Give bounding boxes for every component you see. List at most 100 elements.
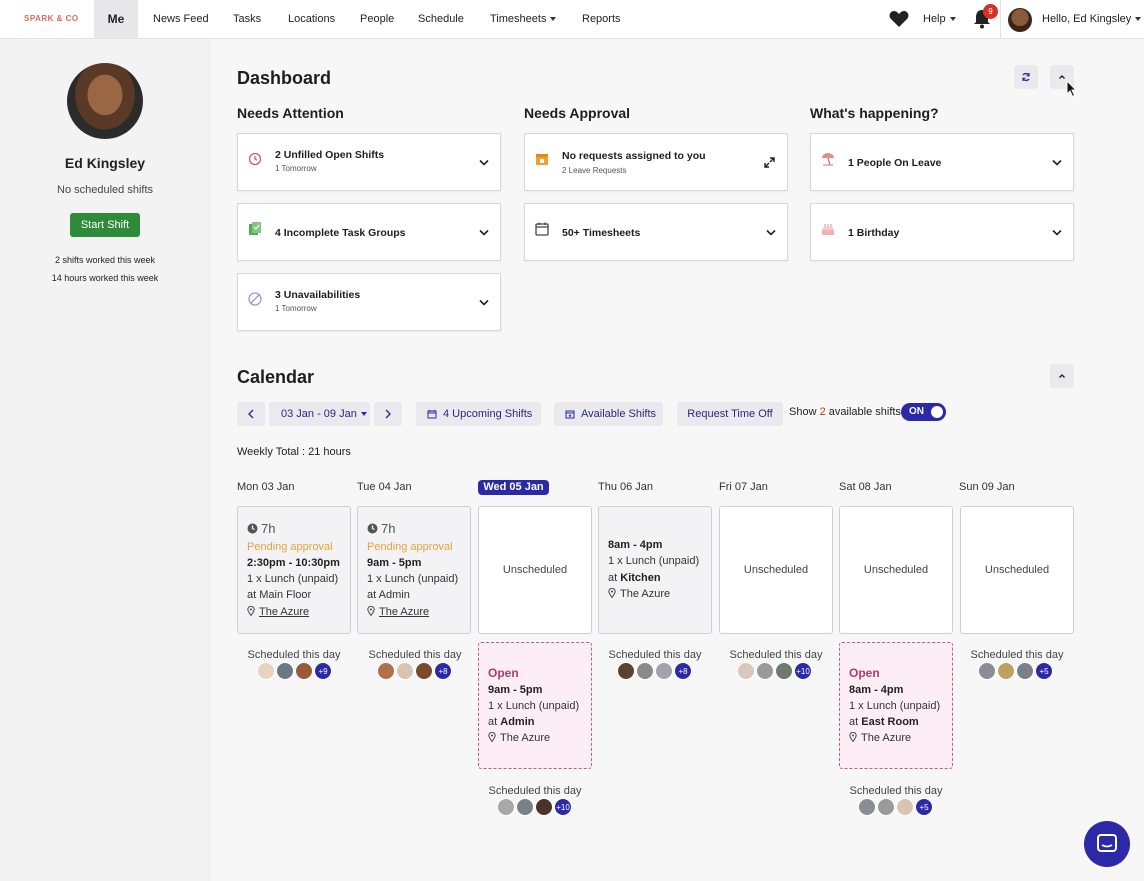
day-header-mon: Mon 03 Jan <box>237 481 295 493</box>
hours-value: 7h <box>261 521 276 536</box>
location-name: The Azure <box>861 732 912 744</box>
nav-item-me[interactable]: Me <box>94 0 138 38</box>
open-shift-card-wed[interactable]: Open 9am - 5pm 1 x Lunch (unpaid) at Adm… <box>478 642 592 769</box>
area-prefix: at <box>849 716 859 728</box>
avatar <box>497 798 515 816</box>
start-shift-button[interactable]: Start Shift <box>70 213 140 237</box>
available-shifts-button[interactable]: Available Shifts <box>554 402 663 426</box>
open-shift-card-sat[interactable]: Open 8am - 4pm 1 x Lunch (unpaid) at Eas… <box>839 642 953 769</box>
day-header-tue: Tue 04 Jan <box>357 481 412 493</box>
scheduled-avatars-sun[interactable]: +5 <box>978 662 1054 680</box>
scheduled-avatars-tue[interactable]: +8 <box>377 662 453 680</box>
incomplete-task-groups-card[interactable]: 4 Incomplete Task Groups <box>237 203 501 261</box>
nav-item-timesheets[interactable]: Timesheets <box>490 0 557 38</box>
avatar <box>516 798 534 816</box>
avatar <box>276 662 294 680</box>
people-on-leave-card[interactable]: 1 People On Leave <box>810 133 1074 191</box>
day-cell-fri[interactable]: Unscheduled <box>719 506 833 634</box>
day-cell-sat[interactable]: Unscheduled <box>839 506 953 634</box>
shift-location: The Azure <box>488 732 550 744</box>
location-pin-icon <box>367 606 375 616</box>
scheduled-label-fri: Scheduled this day <box>729 649 823 661</box>
nav-item-schedule[interactable]: Schedule <box>418 13 464 25</box>
nav-item-tasks[interactable]: Tasks <box>233 13 262 25</box>
more-people-badge: +8 <box>674 662 692 680</box>
shift-area: at Admin <box>488 716 534 728</box>
avatar <box>535 798 553 816</box>
refresh-button[interactable] <box>1014 65 1038 89</box>
scheduled-label-sat: Scheduled this day <box>849 785 943 797</box>
location-pin-icon <box>247 606 255 616</box>
next-week-button[interactable] <box>374 402 402 426</box>
area-name: Main Floor <box>259 589 312 601</box>
heart-icon[interactable] <box>889 10 909 28</box>
chevron-right-icon <box>385 409 391 419</box>
chevron-left-icon <box>248 409 254 419</box>
prev-week-button[interactable] <box>237 402 265 426</box>
scheduled-label-sun: Scheduled this day <box>970 649 1064 661</box>
dashboard-title: Dashboard <box>237 68 332 88</box>
more-people-badge: +9 <box>314 662 332 680</box>
show-suffix: available shifts <box>828 406 901 418</box>
leave-requests-card[interactable]: No requests assigned to you 2 Leave Requ… <box>524 133 788 191</box>
avatar <box>756 662 774 680</box>
scheduled-avatars-sat[interactable]: +5 <box>858 798 934 816</box>
chat-launcher-button[interactable] <box>1084 821 1130 867</box>
shift-time: 8am - 4pm <box>849 684 904 696</box>
avatar <box>1016 662 1034 680</box>
nav-item-people[interactable]: People <box>360 13 395 25</box>
nav-item-locations[interactable]: Locations <box>288 13 336 25</box>
chevron-down-icon <box>1135 17 1142 22</box>
nav-item-news-feed[interactable]: News Feed <box>153 13 209 25</box>
open-shift-title: Open <box>488 666 519 680</box>
area-prefix: at <box>488 716 498 728</box>
nav-timesheets-label: Timesheets <box>490 13 547 25</box>
avatar <box>396 662 414 680</box>
scheduled-avatars-fri[interactable]: +10 <box>737 662 813 680</box>
more-people-badge: +5 <box>915 798 933 816</box>
help-menu[interactable]: Help <box>923 0 956 38</box>
refresh-icon <box>1022 72 1030 82</box>
birthday-card[interactable]: 1 Birthday <box>810 203 1074 261</box>
collapse-calendar-button[interactable] <box>1050 364 1074 388</box>
avatar <box>877 798 895 816</box>
hours-value: 7h <box>381 521 396 536</box>
show-available-toggle[interactable]: ON <box>901 403 946 421</box>
day-cell-wed[interactable]: Unscheduled <box>478 506 592 634</box>
nav-item-reports[interactable]: Reports <box>582 13 621 25</box>
toggle-label: ON <box>909 406 924 417</box>
needs-approval-title: Needs Approval <box>524 105 631 121</box>
location-link[interactable]: The Azure <box>379 606 430 618</box>
avatar <box>655 662 673 680</box>
location-pin-icon <box>488 732 496 742</box>
avatar[interactable] <box>1008 8 1032 32</box>
brand-logo[interactable]: SPARK & CO <box>24 14 79 23</box>
card-title: 3 Unavailabilities <box>275 289 361 301</box>
scheduled-avatars-thu[interactable]: +8 <box>617 662 693 680</box>
scheduled-avatars-mon[interactable]: +9 <box>257 662 333 680</box>
unavailabilities-card[interactable]: 3 Unavailabilities 1 Tomorrow <box>237 273 501 331</box>
unfilled-open-shifts-card[interactable]: 2 Unfilled Open Shifts 1 Tomorrow <box>237 133 501 191</box>
day-cell-sun[interactable]: Unscheduled <box>960 506 1074 634</box>
shift-card-mon[interactable]: 7h Pending approval 2:30pm - 10:30pm 1 x… <box>237 506 351 634</box>
shift-break: 1 x Lunch (unpaid) <box>849 700 941 712</box>
shift-card-thu[interactable]: 8am - 4pm 1 x Lunch (unpaid) at Kitchen … <box>598 506 712 634</box>
shift-break: 1 x Lunch (unpaid) <box>608 555 700 567</box>
area-name: Admin <box>500 716 535 728</box>
card-title: 2 Unfilled Open Shifts <box>275 149 385 161</box>
user-menu[interactable]: Hello, Ed Kingsley <box>1042 0 1142 38</box>
shifts-worked-stat: 2 shifts worked this week <box>54 255 156 265</box>
shift-card-tue[interactable]: 7h Pending approval 9am - 5pm 1 x Lunch … <box>357 506 471 634</box>
expand-icon[interactable] <box>764 157 775 168</box>
date-range-select[interactable]: 03 Jan - 09 Jan <box>269 402 370 426</box>
shift-time: 2:30pm - 10:30pm <box>247 557 340 569</box>
upcoming-shifts-button[interactable]: 4 Upcoming Shifts <box>416 402 541 426</box>
location-pin-icon <box>849 732 857 742</box>
pending-status: Pending approval <box>367 541 453 553</box>
card-title: 1 People On Leave <box>848 157 942 169</box>
timesheets-card[interactable]: 50+ Timesheets <box>524 203 788 261</box>
location-link[interactable]: The Azure <box>259 606 310 618</box>
scheduled-avatars-wed[interactable]: +10 <box>497 798 573 816</box>
request-time-off-button[interactable]: Request Time Off <box>677 402 783 426</box>
nav-divider <box>1000 0 1001 38</box>
